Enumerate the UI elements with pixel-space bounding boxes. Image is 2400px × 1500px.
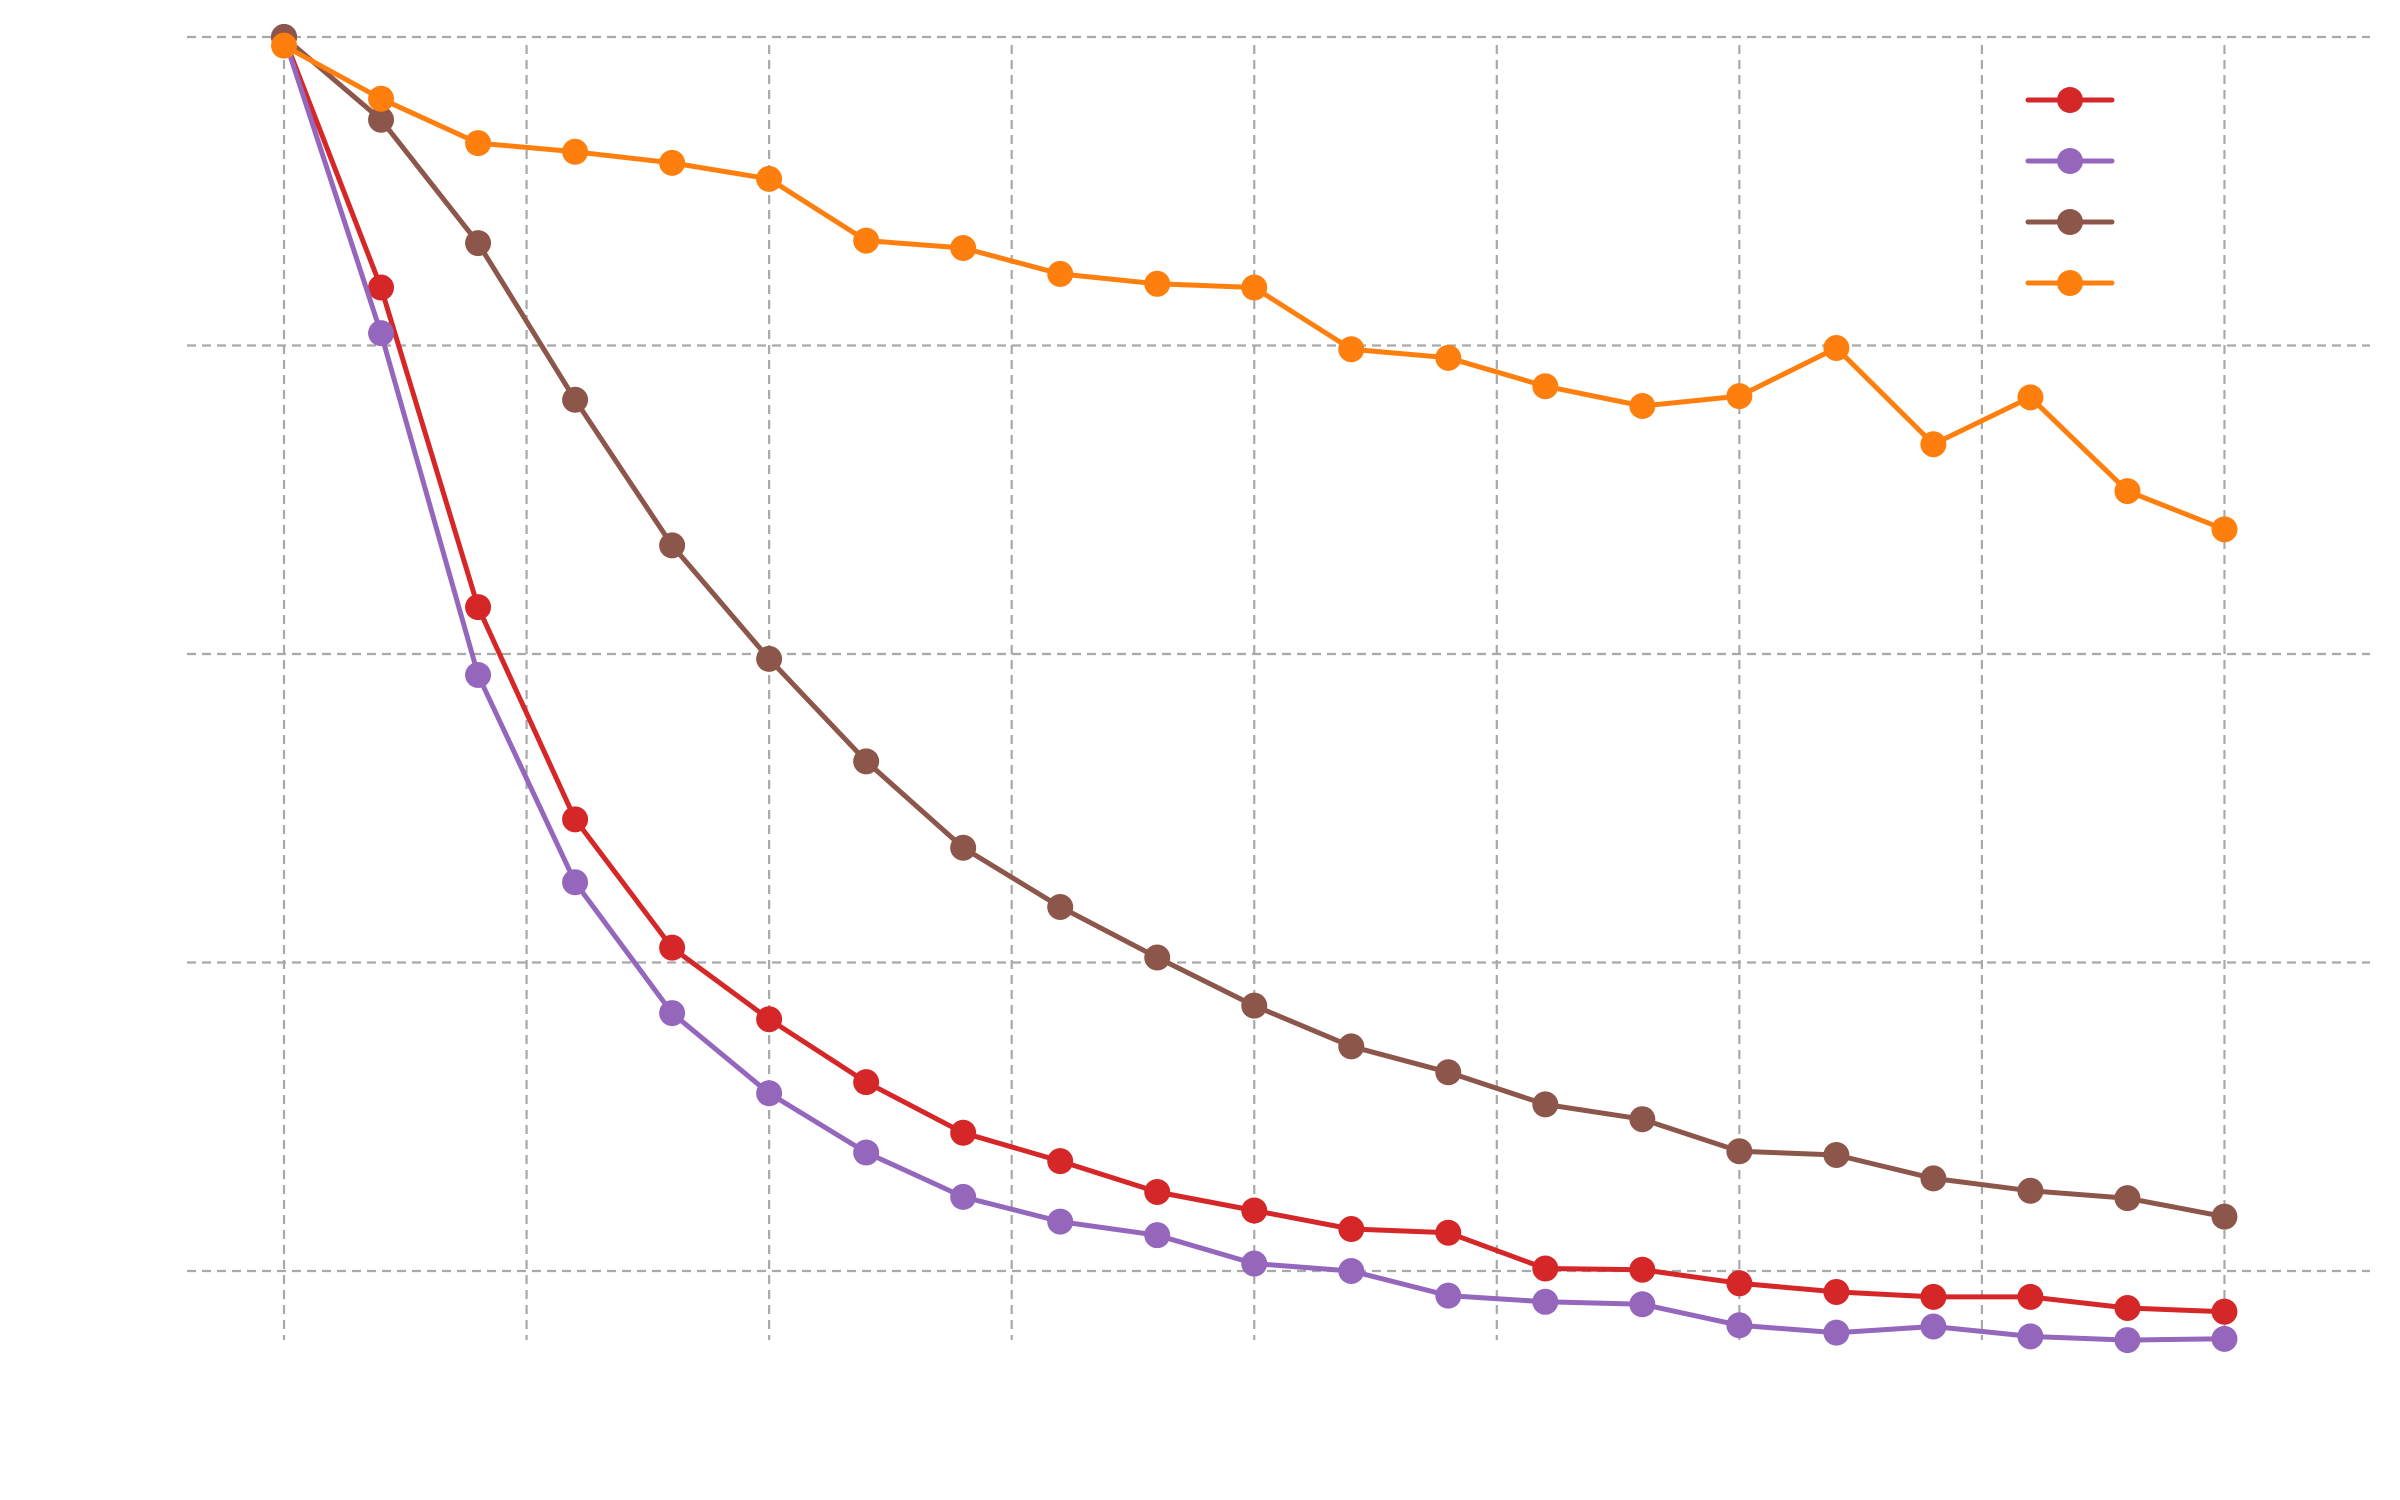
series-2-point-14 [1629,1106,1656,1133]
series-0-point-16 [1823,1278,1850,1305]
legend-entry-1 [2025,148,2115,174]
series-0-point-4 [659,934,686,961]
series-2-point-13 [1532,1091,1559,1118]
series-3-point-13 [1532,373,1559,400]
series-3-point-12 [1435,344,1462,371]
series-3-point-16 [1823,334,1850,361]
series-2-point-15 [1726,1138,1753,1165]
series-0-point-17 [1920,1283,1947,1310]
series-1-point-1 [368,320,395,347]
series-0-point-11 [1338,1216,1365,1243]
series-2-point-18 [2017,1177,2044,1204]
series-0-point-19 [2114,1294,2141,1321]
series-0-point-8 [1047,1148,1074,1175]
series-3-point-18 [2017,384,2044,411]
series-0-point-10 [1241,1197,1268,1224]
series-1-point-8 [1047,1208,1074,1235]
series-1-point-16 [1823,1319,1850,1346]
series-3-point-14 [1629,392,1656,419]
series-2-point-1 [368,106,395,133]
series-1-point-3 [562,869,589,896]
series-0-point-5 [756,1006,783,1033]
series-3-point-11 [1338,336,1365,363]
series-1-point-17 [1920,1313,1947,1340]
series-3 [271,32,2238,543]
series-3-point-7 [950,235,977,262]
series-2-point-12 [1435,1059,1462,1086]
series-2-point-8 [1047,893,1074,920]
series-1-point-10 [1241,1250,1268,1277]
series-3-point-19 [2114,478,2141,505]
series-1-point-19 [2114,1327,2141,1354]
series-0-point-12 [1435,1219,1462,1246]
series-0-point-18 [2017,1283,2044,1310]
series-1-point-15 [1726,1312,1753,1339]
series-1-point-13 [1532,1288,1559,1315]
legend-entry-0 [2025,87,2115,113]
series-2-point-16 [1823,1141,1850,1168]
series-3-point-20 [2211,516,2238,543]
series-3-point-8 [1047,260,1074,287]
series-1-point-14 [1629,1291,1656,1318]
series-2-point-2 [465,230,492,257]
series-2-point-5 [756,645,783,672]
series-0-point-2 [465,594,492,621]
series-0-point-3 [562,806,589,833]
series-3-point-15 [1726,383,1753,410]
series-0-point-20 [2211,1298,2238,1325]
series-0-point-14 [1629,1256,1656,1283]
series-3-point-3 [562,138,589,165]
series-1-point-11 [1338,1257,1365,1284]
series-0-point-15 [1726,1270,1753,1297]
series-2-point-7 [950,834,977,861]
series-3-point-6 [853,227,880,254]
legend-entry-3 [2025,270,2115,296]
series-0-point-1 [368,274,395,301]
series-2-point-3 [562,386,589,413]
series-layer [271,24,2238,1354]
series-3-point-5 [756,165,783,192]
series-2-point-20 [2211,1203,2238,1230]
legend-marker-3 [2057,270,2083,296]
series-3-point-4 [659,149,686,176]
series-3-point-9 [1144,270,1171,297]
series-1-point-4 [659,1000,686,1027]
legend-marker-0 [2057,87,2083,113]
series-1-point-18 [2017,1323,2044,1350]
series-1-point-6 [853,1139,880,1166]
series-2-point-4 [659,532,686,559]
series-0-point-13 [1532,1255,1559,1282]
series-1-point-7 [950,1183,977,1210]
series-1-point-2 [465,661,492,688]
series-3-point-1 [368,85,395,112]
series-2-point-9 [1144,944,1171,971]
series-0-point-6 [853,1069,880,1096]
legend-marker-1 [2057,148,2083,174]
series-2-point-19 [2114,1185,2141,1212]
series-0-point-9 [1144,1178,1171,1205]
series-0-point-7 [950,1119,977,1146]
legend-entry-2 [2025,209,2115,235]
series-1-point-9 [1144,1222,1171,1249]
series-3-point-10 [1241,274,1268,301]
series-1-point-12 [1435,1282,1462,1309]
legend-marker-2 [2057,209,2083,235]
series-2-point-10 [1241,992,1268,1019]
series-3-point-0 [271,32,298,59]
series-1-point-20 [2211,1325,2238,1352]
series-3-point-17 [1920,431,1947,458]
series-2-point-11 [1338,1033,1365,1060]
legend [2025,87,2115,296]
series-2-point-17 [1920,1165,1947,1192]
series-2-point-6 [853,748,880,775]
series-1-point-5 [756,1080,783,1107]
series-3-point-2 [465,130,492,157]
